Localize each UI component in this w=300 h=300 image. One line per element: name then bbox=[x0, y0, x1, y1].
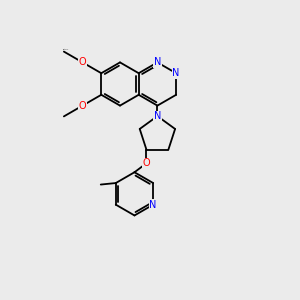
Text: N: N bbox=[172, 68, 180, 78]
Text: O: O bbox=[143, 158, 150, 168]
Text: N: N bbox=[154, 111, 161, 121]
Text: methoxy: methoxy bbox=[63, 49, 69, 50]
Text: N: N bbox=[149, 200, 157, 210]
Text: O: O bbox=[79, 57, 86, 68]
Text: N: N bbox=[154, 111, 161, 121]
Text: O: O bbox=[79, 100, 86, 111]
Text: N: N bbox=[154, 57, 161, 68]
